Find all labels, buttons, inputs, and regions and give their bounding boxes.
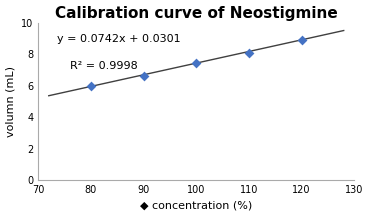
Point: [246, 51, 252, 54]
Y-axis label: volumn (mL): volumn (mL): [6, 66, 15, 137]
Text: R² = 0.9998: R² = 0.9998: [70, 61, 138, 71]
Title: Calibration curve of Neostigmine: Calibration curve of Neostigmine: [55, 6, 338, 21]
Point: [88, 85, 94, 88]
Point: [193, 61, 199, 65]
X-axis label: ◆ concentration (%): ◆ concentration (%): [140, 200, 252, 210]
Text: y = 0.0742x + 0.0301: y = 0.0742x + 0.0301: [57, 34, 181, 44]
Point: [299, 38, 304, 42]
Point: [141, 74, 146, 78]
